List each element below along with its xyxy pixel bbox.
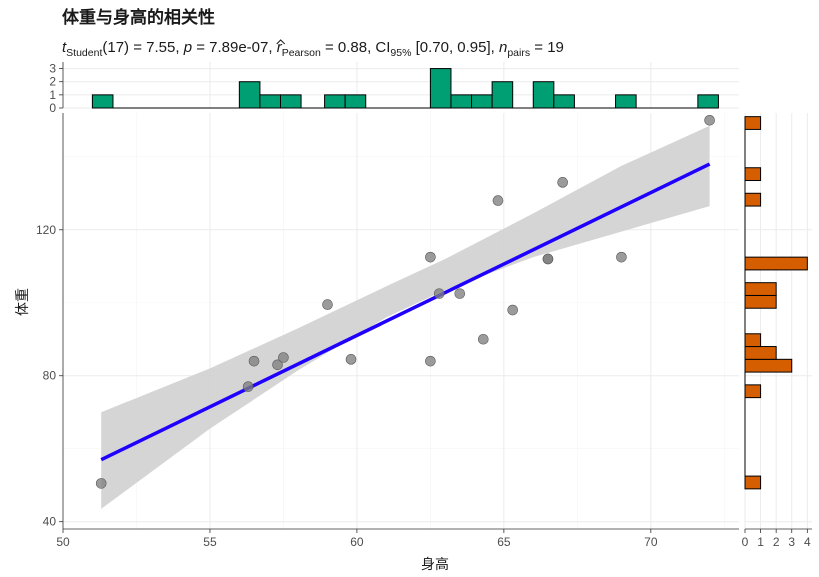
regression-line xyxy=(100,162,711,462)
scatter-point xyxy=(95,478,107,489)
x-axis-title: 身高 xyxy=(421,556,449,573)
right-hist-bar xyxy=(744,282,777,296)
scatter-point xyxy=(425,251,436,263)
chart-subtitle: tStudent(17) = 7.55, p = 7.89e-07, rPear… xyxy=(62,39,564,59)
scatter-point xyxy=(425,355,436,367)
right-hist-bar xyxy=(744,384,762,399)
right-hist-bar xyxy=(744,333,762,348)
y-tick-label: 40 xyxy=(43,515,57,529)
x-tick-label: 50 xyxy=(56,535,70,549)
x-tick-label: 55 xyxy=(203,535,217,549)
right-hist-tick-label: 0 xyxy=(742,535,749,549)
top-hist-tick-label: 1 xyxy=(49,88,56,102)
scatter-point xyxy=(433,288,445,299)
y-tick-label: 120 xyxy=(36,223,56,237)
right-hist-bar xyxy=(744,167,762,182)
r-hat-symbol: r xyxy=(277,39,283,56)
top-hist-bar xyxy=(279,94,302,109)
top-hist-tick-label: 2 xyxy=(49,75,56,89)
confidence-band xyxy=(101,125,710,509)
scatter-point xyxy=(248,355,260,367)
top-hist-tick-label: 3 xyxy=(49,62,56,76)
x-tick-label: 65 xyxy=(497,535,511,549)
scatter-point xyxy=(557,177,568,188)
right-hist-bar xyxy=(744,256,808,271)
scatter-point xyxy=(278,352,289,363)
top-hist-bar xyxy=(697,94,719,109)
top-hist-bar xyxy=(324,94,346,109)
top-hist-bar xyxy=(615,94,637,109)
scatter-point xyxy=(454,288,466,299)
scatter-point xyxy=(616,251,627,263)
r-hat-accent xyxy=(276,39,286,45)
right-hist-tick-label: 1 xyxy=(757,535,764,549)
x-tick-label: 70 xyxy=(644,535,658,549)
right-hist-tick-label: 2 xyxy=(773,535,780,549)
scatter-point xyxy=(477,333,489,345)
top-hist-bar xyxy=(471,94,493,109)
right-hist-bar xyxy=(744,116,762,130)
top-hist-bar xyxy=(491,81,514,109)
top-hist-bar xyxy=(238,81,261,109)
top-hist-bar xyxy=(532,81,555,109)
scatter-point xyxy=(492,195,504,206)
scatter-point xyxy=(322,299,333,310)
top-hist-tick-label: 0 xyxy=(49,101,56,115)
y-tick-label: 80 xyxy=(43,369,57,383)
x-tick-label: 60 xyxy=(350,535,364,549)
scatter-point xyxy=(272,359,283,371)
top-hist-bar xyxy=(91,94,114,109)
scatter-point xyxy=(507,304,518,316)
right-hist-tick-label: 4 xyxy=(804,535,811,549)
right-hist-bar xyxy=(744,346,777,360)
chart-title: 体重与身高的相关性 xyxy=(62,7,215,28)
right-hist-bar xyxy=(744,192,762,207)
top-hist-bar xyxy=(259,94,281,109)
right-hist-bar xyxy=(744,475,762,490)
right-hist-tick-label: 3 xyxy=(788,535,795,549)
scatter-point xyxy=(704,114,715,126)
top-hist-bar xyxy=(344,94,367,109)
scatter-point xyxy=(345,354,357,365)
top-hist-bar xyxy=(450,94,473,109)
scatter-point xyxy=(242,381,254,392)
y-axis-title: 体重 xyxy=(15,288,31,316)
right-hist-bar xyxy=(744,294,777,309)
top-hist-bar xyxy=(429,68,452,109)
main-panel: 50 55 60 65 70 40 80 120 xyxy=(36,113,739,549)
right-hist-bar xyxy=(744,358,793,373)
top-hist-bar xyxy=(553,94,575,109)
scatter-point xyxy=(542,253,554,265)
